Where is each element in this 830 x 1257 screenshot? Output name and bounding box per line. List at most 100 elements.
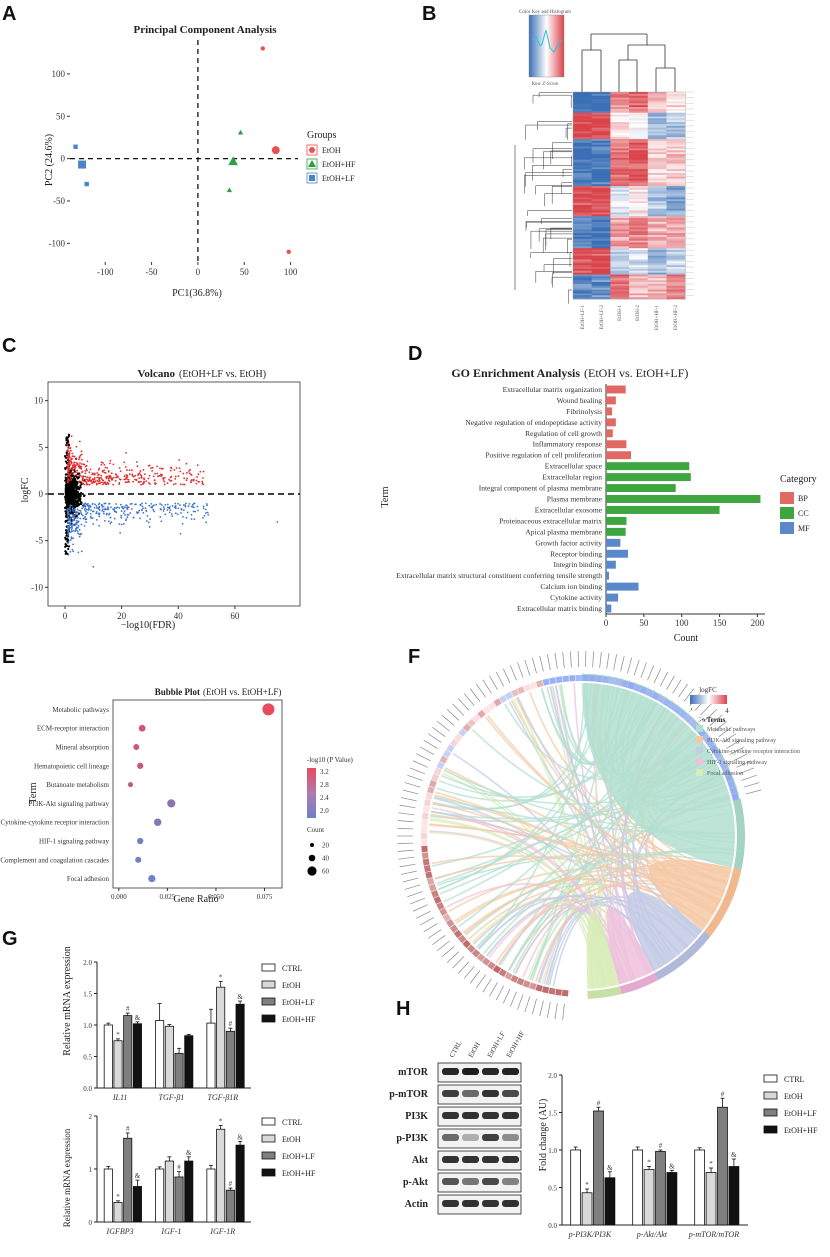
go-bar	[606, 495, 761, 503]
blot-band	[442, 1112, 459, 1119]
heatmap-cell	[629, 223, 649, 226]
chord-gene-logfc-cell	[541, 986, 550, 994]
heatmap-cell	[591, 131, 611, 134]
heatmap-cell	[647, 251, 667, 255]
volcano-point-up	[66, 481, 69, 484]
chord-gene-name-stub	[416, 910, 431, 919]
volcano-point-up	[104, 471, 107, 474]
heatmap-cell	[610, 135, 630, 138]
heatmap-cell	[647, 135, 667, 138]
pca-legend-symbol-square	[309, 175, 315, 181]
bar-legend-label: EtOH+HF	[282, 1015, 316, 1024]
heatmap-color-key	[528, 14, 565, 78]
heatmap-cell	[591, 193, 611, 196]
volcano-point-down	[95, 505, 98, 507]
chord-gene-ring-spacer	[428, 764, 436, 773]
heatmap-cell	[591, 101, 611, 104]
volcano-point-ns	[65, 493, 68, 497]
chord-gene-logfc-cell	[651, 692, 660, 701]
go-bar	[606, 516, 627, 525]
chord-gene-logfc-cell	[517, 686, 525, 695]
chord-gene-logfc-cell	[421, 832, 428, 839]
heatmap-cell	[610, 105, 630, 108]
pca-title: Principal Component Analysis	[133, 24, 277, 36]
heatmap-cell	[647, 171, 667, 174]
heatmap-cell	[591, 268, 611, 272]
chord-term-label: PI3K-Akt signaling pathway	[707, 738, 776, 744]
heatmap-cell	[666, 268, 686, 272]
heatmap-cell	[591, 167, 611, 170]
bar-significance-mark: #	[126, 1005, 130, 1013]
volcano-point-down	[153, 510, 155, 513]
chord-gene-name-stub	[726, 739, 741, 749]
volcano-point-up	[114, 473, 117, 476]
chord-gene-logfc-cell	[549, 677, 557, 685]
heatmap-cell	[610, 297, 630, 300]
heatmap-cell	[666, 99, 686, 102]
volcano-point-ns	[67, 547, 70, 551]
heatmap-cell	[591, 291, 611, 294]
volcano-point-down	[66, 533, 69, 536]
volcano-point-up	[78, 480, 81, 483]
chord-gene-ring-spacer	[719, 747, 727, 755]
volcano-point-down	[83, 509, 86, 511]
volcano-point-up	[143, 482, 145, 484]
chord-gene-ring-spacer	[415, 839, 421, 846]
chord-gene-ring-spacer	[582, 669, 589, 675]
heatmap-cell	[610, 235, 630, 238]
volcano-point-down	[193, 518, 196, 521]
heatmap-cell	[647, 174, 667, 177]
heatmap-cell	[647, 154, 667, 157]
heatmap-cell	[666, 155, 686, 159]
heatmap-cell	[629, 118, 649, 121]
go-xtick-label: 150	[713, 618, 727, 628]
blot-row-label: Akt	[412, 1155, 429, 1166]
blot-band	[462, 1090, 479, 1097]
heatmap-cell	[647, 280, 667, 283]
heatmap-cell	[573, 225, 592, 228]
chord-gene-name-stub	[539, 1000, 544, 1017]
heatmap-cell	[629, 154, 649, 157]
bar-category-label: IL11	[112, 1093, 128, 1102]
heatmap-cell	[591, 195, 611, 198]
heatmap-cell	[647, 187, 667, 191]
volcano-point-ns	[75, 494, 78, 497]
volcano-ytick-label: -10	[31, 582, 43, 592]
volcano-point-up	[123, 478, 126, 481]
go-legend-title: Category	[780, 474, 817, 485]
chord-gene-name-stub	[539, 655, 544, 672]
volcano-point-down	[155, 503, 158, 506]
volcano-point-down	[73, 519, 75, 522]
heatmap-cell	[666, 214, 686, 217]
chord-gene-name-stub	[741, 774, 757, 781]
heatmap-cell	[647, 186, 667, 189]
bar-legend-label: EtOH+HF	[784, 1126, 818, 1135]
bubble-point	[138, 724, 146, 732]
heatmap-cell	[666, 246, 686, 249]
heatmap-cell	[610, 95, 630, 98]
heatmap-cell	[591, 176, 611, 179]
volcano-point-down	[141, 505, 144, 508]
heatmap-cell	[629, 140, 649, 144]
chord-gene-logfc-cell	[516, 977, 525, 986]
bar-ctrl	[206, 1022, 216, 1089]
volcano-point-down	[205, 503, 208, 505]
heatmap-cell	[629, 187, 649, 191]
volcano-point-down	[174, 507, 177, 510]
heatmap-cell	[591, 219, 611, 223]
volcano-point-down	[188, 502, 191, 505]
volcano-point-down	[76, 511, 78, 513]
bubble-term-label: ECM-receptor interaction	[37, 725, 110, 733]
heatmap-cell	[573, 289, 592, 292]
volcano-point-up	[135, 461, 138, 463]
volcano-point-up	[166, 482, 169, 485]
volcano-point-down	[144, 507, 147, 510]
volcano-point-down	[69, 519, 72, 522]
volcano-point-ns	[65, 437, 68, 440]
heatmap-cell	[573, 295, 592, 298]
volcano-point-ns	[64, 510, 67, 513]
volcano-point-up	[140, 475, 143, 477]
chord-gene-logfc-cell	[453, 929, 463, 939]
volcano-point-up	[185, 462, 188, 465]
heatmap-cell	[573, 103, 592, 106]
